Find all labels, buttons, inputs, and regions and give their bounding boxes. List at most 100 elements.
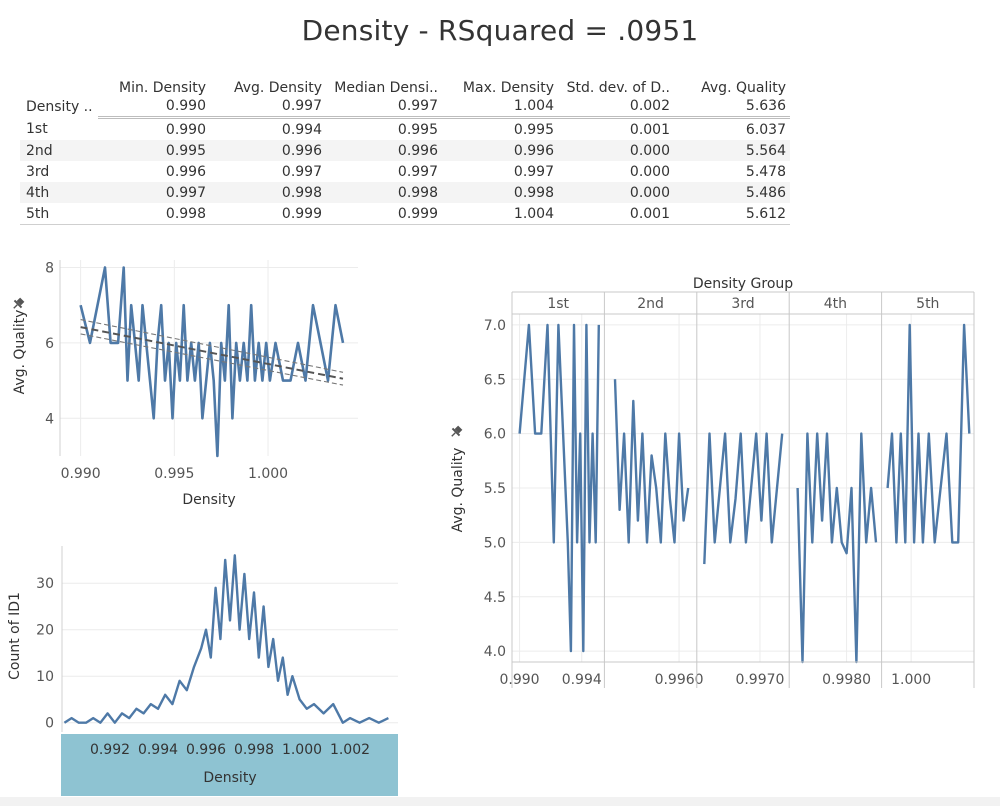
table-cell: 0.998	[326, 182, 442, 203]
confidence-lower	[80, 333, 344, 386]
column-header[interactable]: Min. Density	[119, 80, 206, 96]
table-row[interactable]: 3rd 0.996 0.997 0.997 0.997 0.000 5.478	[20, 161, 790, 182]
density-group-chart[interactable]: Density Group 4.0 4.5 5.0 5.5 6.0 6.5 7.0 1st 0.9…	[440, 268, 990, 698]
y-tick-label: 4.5	[484, 590, 506, 606]
y-tick-label: 8	[45, 261, 54, 277]
table-cell: 0.000	[558, 140, 674, 161]
table-row[interactable]: 1st 0.990 0.994 0.995 0.995 0.001 6.037	[20, 118, 790, 141]
table-cell: 0.990	[165, 121, 206, 138]
pin-icon	[13, 297, 25, 309]
panel-header: 4th	[824, 296, 847, 312]
pin-icon-needle	[13, 304, 18, 309]
table-cell: 5.636	[674, 96, 790, 119]
table-row[interactable]: 4th 0.997 0.998 0.998 0.998 0.000 5.486	[20, 182, 790, 203]
table-cell: 0.997	[210, 96, 326, 119]
y-tick-label: 0	[45, 716, 54, 732]
table-cell: 0.995	[513, 121, 554, 138]
table-cell: 0.994	[281, 121, 322, 138]
pin-icon	[451, 425, 463, 437]
table-cell: 0.997	[397, 163, 438, 180]
x-tick-label: 1.000	[248, 466, 288, 482]
column-header[interactable]: Median Densi..	[334, 80, 438, 96]
table-cell: 0.002	[558, 96, 674, 119]
table-total-row[interactable]: Density .. 0.990 0.997 0.997 1.004 0.002…	[20, 96, 790, 119]
density-count-chart[interactable]: 0 10 20 30 0.992 0.994 0.996 0.998 1.000 1.002 Den…	[0, 540, 410, 798]
confidence-upper	[80, 319, 344, 373]
row-label: 1st	[26, 120, 48, 137]
table-cell: 0.997	[326, 96, 442, 119]
x-tick-label: 0.9970	[735, 672, 784, 688]
y-tick-label: 6.5	[484, 372, 506, 388]
x-tick-label: 0.990	[500, 672, 540, 688]
y-axis-title: Avg. Quality	[12, 310, 28, 395]
table-cell: 0.997	[98, 182, 210, 203]
x-axis-title: Density	[182, 492, 235, 508]
panel-header: 3rd	[731, 296, 754, 312]
series-line	[703, 432, 784, 565]
row-label: 5th	[20, 203, 98, 225]
y-tick-label: 20	[36, 623, 54, 639]
table-cell: 6.037	[745, 121, 786, 138]
table-cell: 0.990	[98, 96, 210, 119]
x-tick-label: 0.996	[186, 742, 226, 758]
y-tick-label: 7.0	[484, 318, 506, 334]
pin-icon-collar	[451, 427, 461, 437]
pin-icon-needle	[451, 432, 456, 437]
column-header[interactable]: Avg. Density	[233, 80, 322, 96]
table-cell: 0.001	[558, 203, 674, 225]
x-axis-band	[61, 734, 398, 796]
pin-icon-head	[16, 297, 25, 306]
table-cell: 5.612	[674, 203, 790, 225]
row-label: 3rd	[26, 163, 50, 180]
pin-icon-head	[454, 425, 463, 434]
table-cell: 5.478	[745, 163, 786, 180]
chart-title: Density Group	[693, 276, 793, 292]
table-cell: 0.001	[629, 121, 670, 138]
x-tick-label: 0.994	[562, 672, 602, 688]
table-cell: 0.998	[98, 203, 210, 225]
x-tick-label: 0.9960	[655, 672, 704, 688]
quality-vs-density-chart[interactable]: 0.990 0.995 1.000 4 6 8 Density Avg. Quality	[0, 252, 380, 524]
table-cell: 0.997	[281, 163, 322, 180]
table-cell: 0.000	[558, 182, 674, 203]
y-tick-label: 10	[36, 669, 54, 685]
table-cell: 0.999	[326, 203, 442, 225]
column-header[interactable]: Max. Density	[462, 80, 554, 96]
table-cell: 0.000	[629, 163, 670, 180]
x-tick-label: 1.002	[330, 742, 370, 758]
panel-header: 1st	[547, 296, 569, 312]
table-cell: 0.995	[397, 121, 438, 138]
pin-icon-collar	[13, 299, 23, 309]
table-cell: 5.564	[674, 140, 790, 161]
series-line	[613, 379, 690, 544]
table-cell: 0.998	[442, 182, 558, 203]
table-cell: 0.998	[210, 182, 326, 203]
table-cell: 0.997	[513, 163, 554, 180]
series-line	[63, 554, 389, 724]
summary-table: Min. Density Avg. Density Median Densi..…	[20, 76, 790, 225]
series-line	[518, 323, 600, 653]
trend-line	[80, 326, 344, 380]
y-tick-label: 6	[45, 336, 54, 352]
panel-header: 5th	[916, 296, 939, 312]
y-axis-title: Count of ID1	[7, 592, 23, 680]
y-tick-label: 30	[36, 576, 54, 592]
table-cell: 1.004	[442, 96, 558, 119]
table-row[interactable]: 5th 0.998 0.999 0.999 1.004 0.001 5.612	[20, 203, 790, 225]
table-row[interactable]: 2nd 0.995 0.996 0.996 0.996 0.000 5.564	[20, 140, 790, 161]
table-cell: 0.996	[326, 140, 442, 161]
row-label: 4th	[20, 182, 98, 203]
row-label: Density ..	[26, 98, 93, 115]
table-cell: 0.999	[210, 203, 326, 225]
table-cell: 1.004	[442, 203, 558, 225]
table-cell: 0.996	[442, 140, 558, 161]
table-cell: 0.996	[165, 163, 206, 180]
x-tick-label: 0.995	[154, 466, 194, 482]
x-tick-label: 0.994	[138, 742, 178, 758]
series-line	[886, 323, 971, 544]
row-label: 2nd	[20, 140, 98, 161]
column-header[interactable]: Avg. Quality	[701, 80, 786, 96]
x-axis-title: Density	[203, 770, 256, 786]
column-header[interactable]: Std. dev. of D..	[566, 80, 670, 96]
y-tick-label: 4.0	[484, 644, 506, 660]
